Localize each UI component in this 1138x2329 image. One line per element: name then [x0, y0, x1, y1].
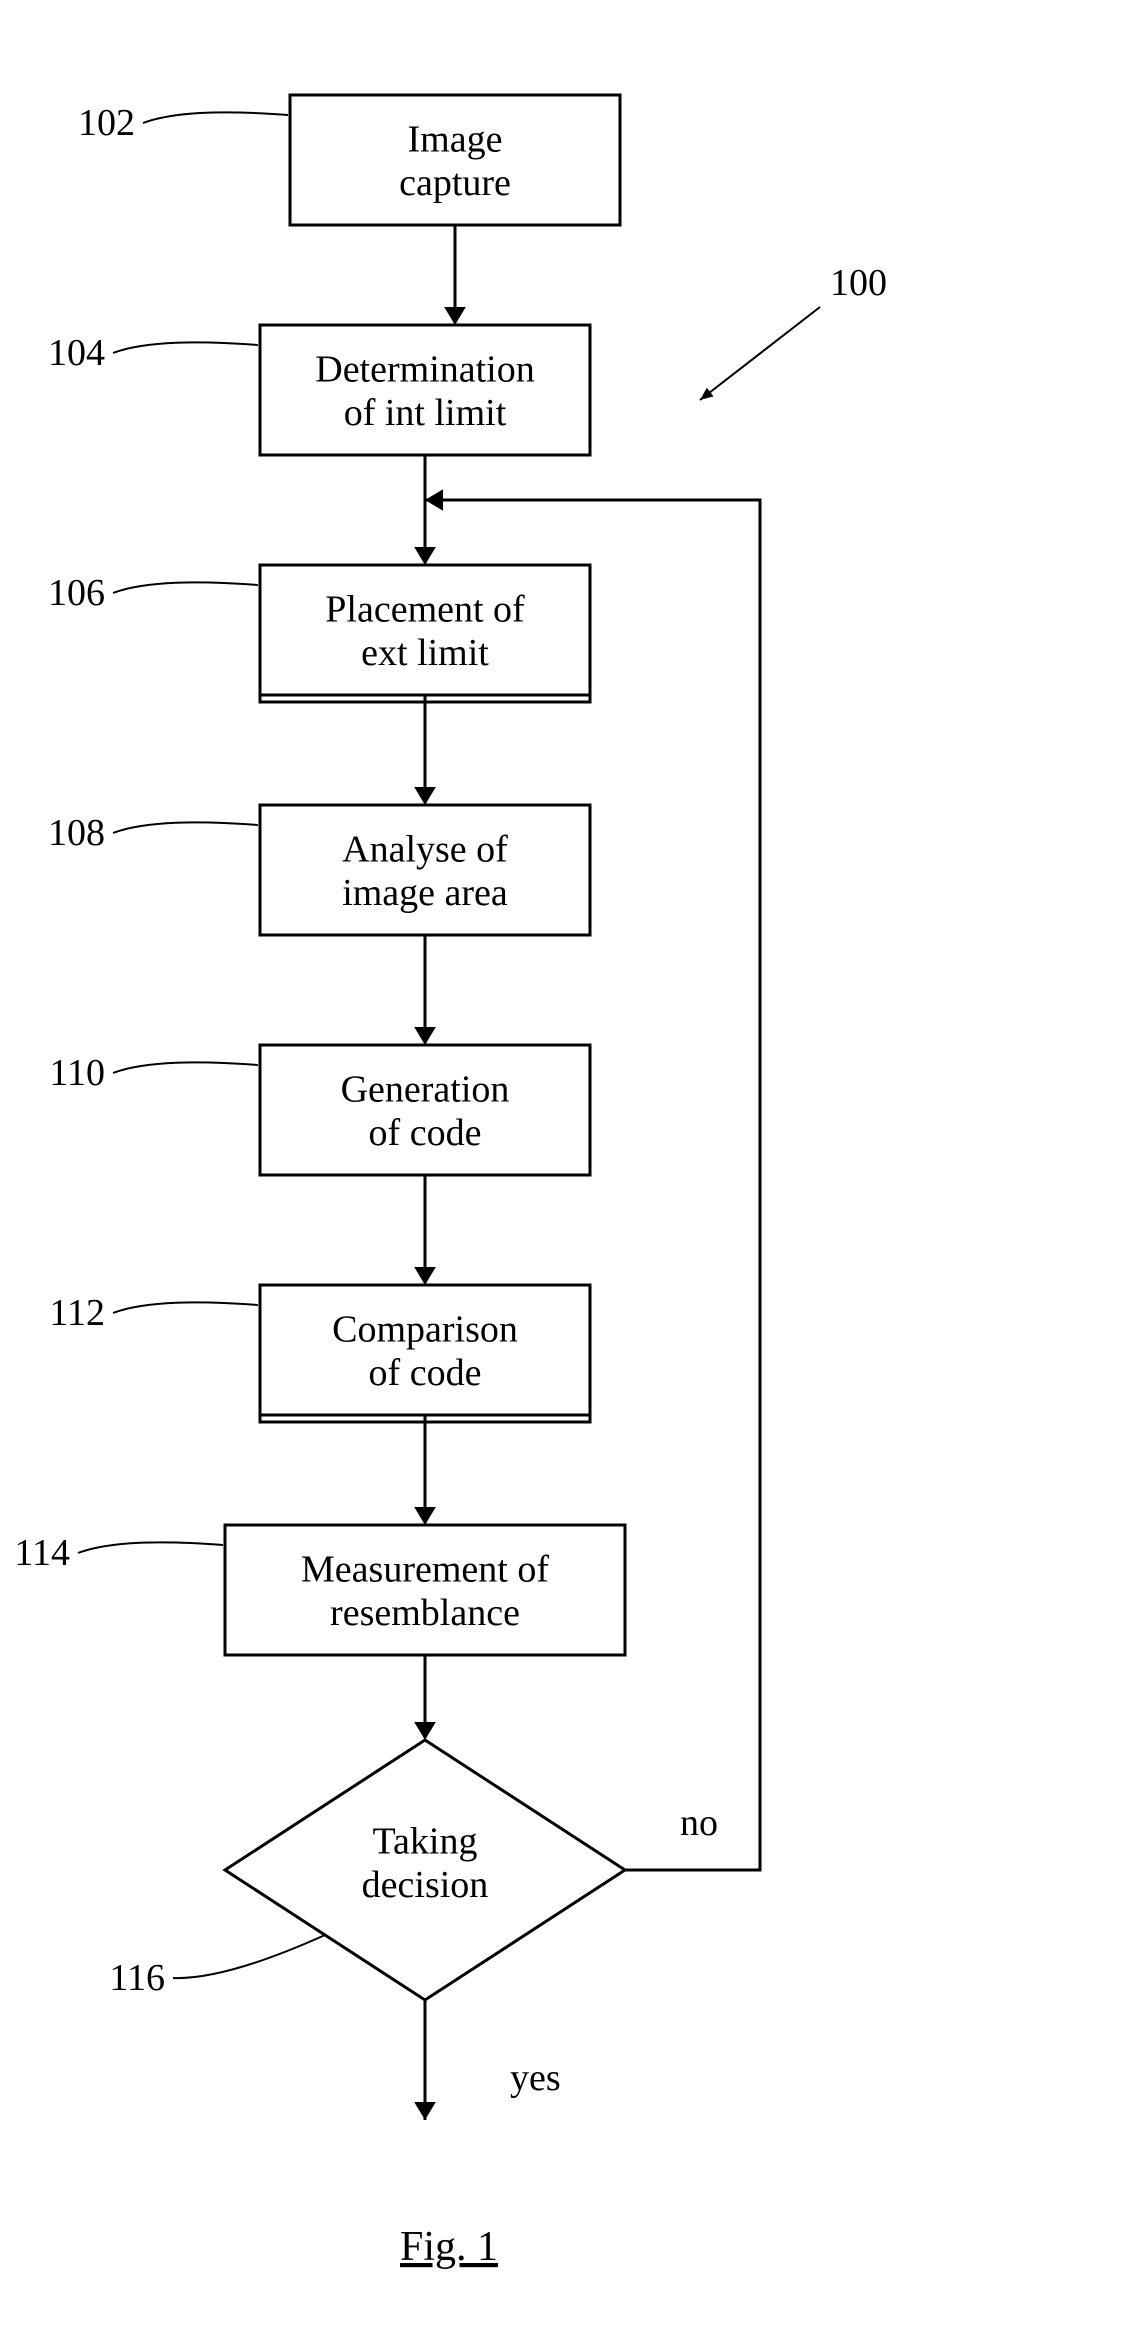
edge-yes-label: yes: [510, 2057, 561, 2099]
node-116-label: Takingdecision: [362, 1820, 489, 1906]
figure-caption: Fig. 1: [400, 2224, 498, 2270]
node-112: [113, 1285, 590, 1422]
node-102: [143, 95, 620, 225]
ref-100: 100: [830, 262, 887, 304]
ref-108: 108: [48, 812, 105, 854]
node-114-label: Measurement ofresemblance: [301, 1548, 549, 1634]
ref-100-leader: [700, 307, 820, 400]
ref-102: 102: [78, 102, 135, 144]
edge-no-loop: [425, 500, 760, 1870]
edge-no-label: no: [680, 1802, 718, 1844]
node-102-label: Imagecapture: [399, 118, 511, 204]
ref-114: 114: [14, 1532, 70, 1574]
node-108-label: Analyse ofimage area: [342, 828, 508, 914]
ref-110: 110: [49, 1052, 105, 1094]
node-106: [113, 565, 590, 702]
node-104-label: Determinationof int limit: [315, 348, 534, 434]
ref-116: 116: [109, 1957, 165, 1999]
ref-106: 106: [48, 572, 105, 614]
ref-104: 104: [48, 332, 105, 374]
ref-112: 112: [49, 1292, 105, 1334]
